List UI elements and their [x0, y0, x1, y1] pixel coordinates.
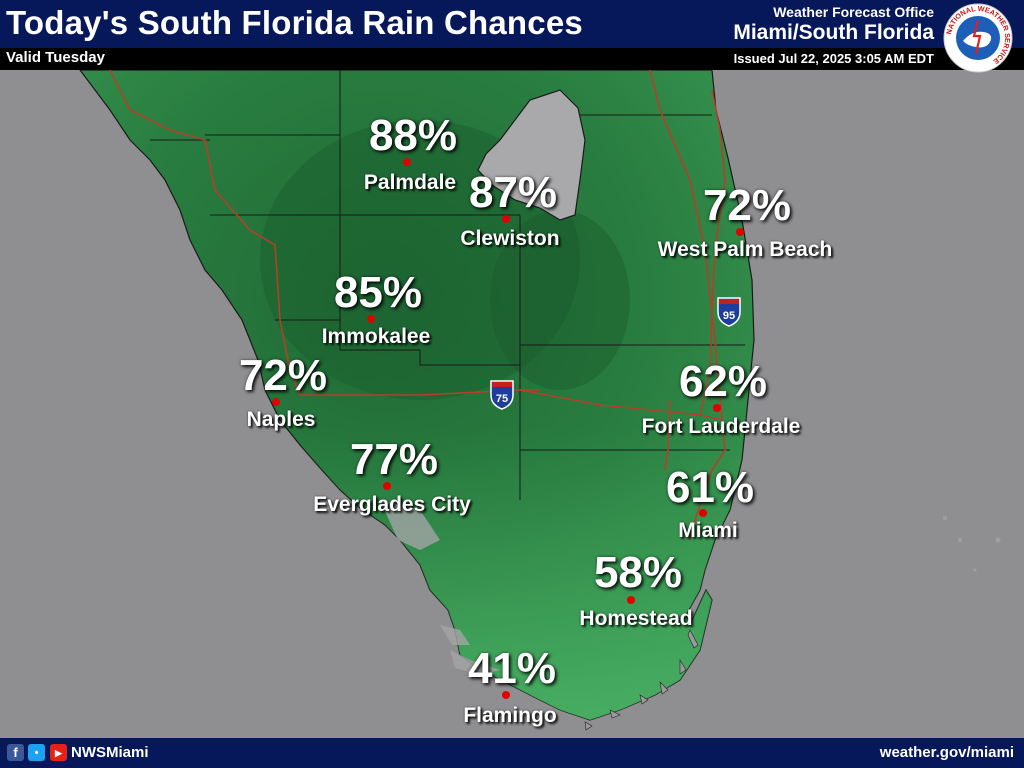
header-subband — [0, 48, 1024, 70]
rain-chance-homestead: 58% — [593, 548, 683, 597]
rain-chance-immokalee: 85% — [333, 268, 423, 317]
city-dot-flamingo — [502, 691, 510, 699]
facebook-icon[interactable]: f — [7, 744, 24, 761]
rain-chance-fort-lauderdale: 62% — [678, 357, 768, 406]
city-dot-homestead — [627, 596, 635, 604]
rain-chance-palmdale: 88% — [368, 111, 458, 160]
lake-okeechobee — [477, 89, 586, 221]
city-label-immokalee: Immokalee — [321, 325, 431, 348]
office-name: Miami/South Florida — [733, 21, 934, 44]
interstate-95-shield-icon: 95 — [717, 297, 741, 327]
city-label-everglades-city: Everglades City — [313, 493, 471, 516]
city-label-clewiston: Clewiston — [460, 227, 560, 250]
rain-chance-west-palm-beach: 72% — [702, 181, 792, 230]
issued-time: Issued Jul 22, 2025 3:05 AM EDT — [733, 51, 934, 66]
city-label-flamingo: Flamingo — [463, 704, 557, 727]
header-bar: Today's South Florida Rain Chances Valid… — [0, 0, 1024, 73]
city-dot-clewiston — [502, 215, 510, 223]
rain-chance-map: 95 75 — [79, 70, 1001, 731]
social-handle[interactable]: NWSMiami — [71, 744, 149, 761]
rain-chance-flamingo: 41% — [467, 644, 557, 693]
footer-bar: f • ▶ NWSMiami weather.gov/miami — [0, 738, 1024, 768]
city-label-miami: Miami — [678, 519, 738, 542]
svg-text:75: 75 — [496, 393, 508, 405]
city-label-naples: Naples — [246, 408, 316, 431]
city-dot-fort-lauderdale — [713, 404, 721, 412]
svg-text:95: 95 — [723, 310, 735, 322]
nws-logo-icon[interactable]: NATIONAL WEATHER SERVICE — [940, 2, 1016, 74]
twitter-icon[interactable]: • — [28, 744, 45, 761]
website-link[interactable]: weather.gov/miami — [879, 744, 1014, 761]
city-dot-everglades-city — [383, 482, 391, 490]
rain-chance-everglades-city: 77% — [349, 435, 439, 484]
rain-chance-miami: 61% — [665, 463, 755, 512]
page-title: Today's South Florida Rain Chances — [6, 4, 583, 41]
city-label-palmdale: Palmdale — [363, 171, 457, 194]
youtube-icon[interactable]: ▶ — [50, 744, 67, 761]
rain-chance-clewiston: 87% — [468, 168, 558, 217]
city-label-homestead: Homestead — [579, 607, 693, 630]
city-dot-palmdale — [403, 158, 411, 166]
valid-day: Valid Tuesday — [6, 49, 105, 66]
city-dot-miami — [699, 509, 707, 517]
office-label: Weather Forecast Office — [773, 4, 934, 20]
interstate-75-shield-icon: 75 — [490, 380, 514, 410]
rain-chance-naples: 72% — [238, 351, 328, 400]
city-dot-west-palm-beach — [736, 228, 744, 236]
city-dot-immokalee — [367, 315, 375, 323]
city-label-fort-lauderdale: Fort Lauderdale — [641, 415, 801, 438]
city-label-west-palm-beach: West Palm Beach — [657, 238, 833, 261]
city-dot-naples — [272, 398, 280, 406]
